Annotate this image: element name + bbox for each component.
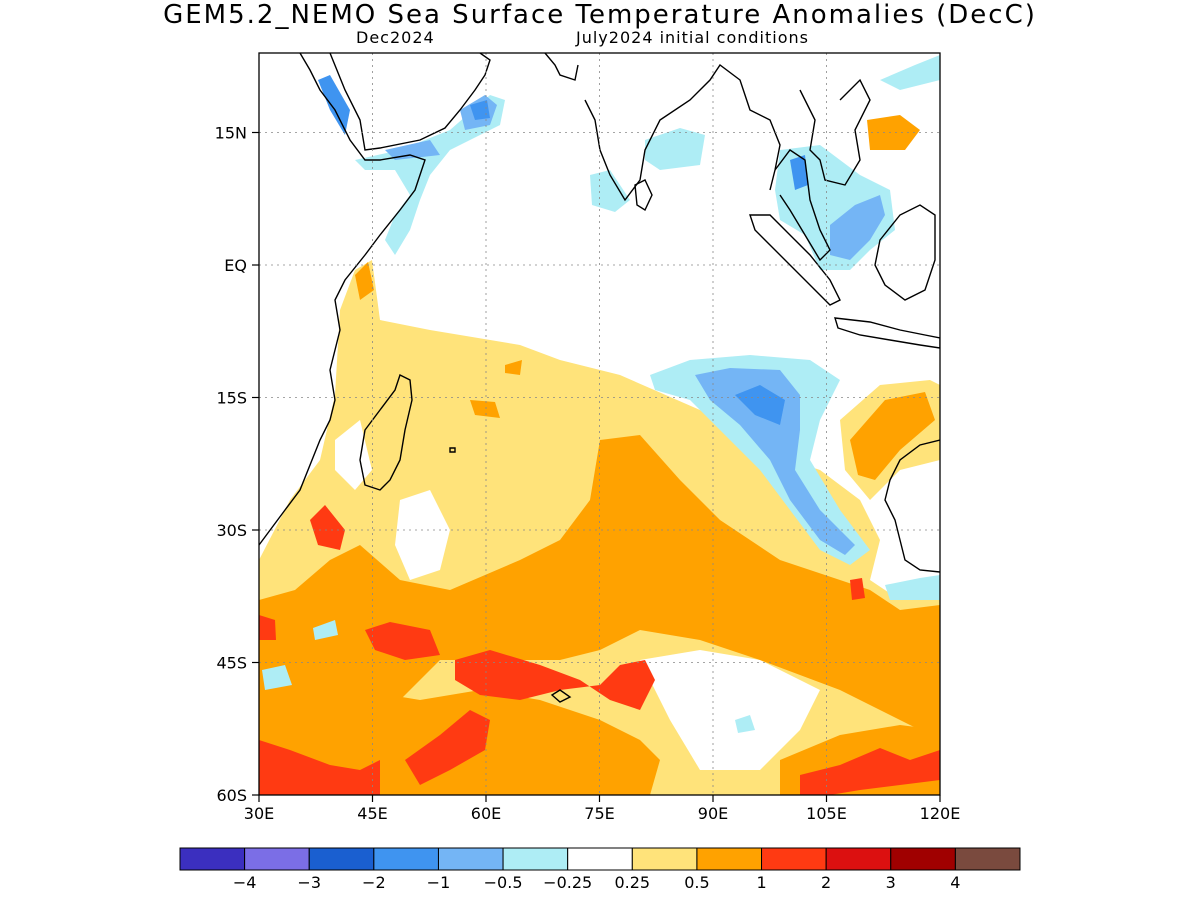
colorbar-label: −4 <box>233 873 257 892</box>
anomaly-region-orange-dot-1 <box>355 262 374 300</box>
lon-tick-label: 45E <box>357 804 387 823</box>
colorbar-label: −0.25 <box>543 873 592 892</box>
anomaly-region-lightcyan-sw2 <box>313 620 338 640</box>
colorbar-swatch <box>437 847 504 871</box>
anomaly-region-red-1 <box>310 505 345 550</box>
coastline-borneo <box>874 204 936 301</box>
colorbar-swatch <box>502 847 569 871</box>
lon-tick-label: 105E <box>806 804 847 823</box>
anomaly-region-lightblue-gulf <box>385 140 440 160</box>
lat-tick-label: 60S <box>216 786 247 805</box>
anomaly-region-red-8 <box>850 578 865 600</box>
anomaly-region-white-south <box>395 490 450 580</box>
anomaly-region-orange-australia <box>850 392 935 480</box>
anomaly-region-red-3 <box>455 650 655 710</box>
colorbar-label: −2 <box>362 873 386 892</box>
lat-tick-label: 45S <box>216 654 247 673</box>
colorbar-swatch <box>890 847 956 871</box>
colorbar-swatch <box>825 847 892 871</box>
anomaly-region-lightcyan-sw <box>262 665 292 690</box>
anomaly-region-lightcyan-arabian <box>355 95 505 255</box>
coastline-kerguelen <box>550 689 572 703</box>
colorbar-swatch <box>567 847 633 871</box>
colorbar-swatch <box>696 847 763 871</box>
lat-tick-label: 15S <box>216 389 247 408</box>
anomaly-region-orange-dot-2 <box>505 360 522 375</box>
colorbar-swatch <box>244 847 310 871</box>
coastline-india <box>584 63 781 202</box>
colorbar: −4 −3 −2 −1 −0.5 −0.25 0.25 0.5 1 2 3 4 <box>179 847 1021 892</box>
colorbar-label: 3 <box>886 873 896 892</box>
colorbar-label: 2 <box>821 873 831 892</box>
anomaly-region-blue-redsea <box>318 75 350 135</box>
coastline-malay-peninsula <box>774 149 831 262</box>
map-subtitle-date: Dec2024 <box>356 28 435 47</box>
coastline-indochina <box>799 78 871 186</box>
colorbar-label: −0.5 <box>484 873 523 892</box>
lon-tick-label: 75E <box>584 804 614 823</box>
anomaly-region-lightcyan-bay <box>645 128 705 170</box>
coastline-java <box>834 317 940 349</box>
colorbar-swatch <box>761 847 827 871</box>
coastline-mauritius <box>449 447 456 453</box>
colorbar-label: 4 <box>950 873 960 892</box>
anomaly-region-lightcyan-dot <box>735 715 755 733</box>
anomaly-region-red-2 <box>365 622 440 660</box>
anomaly-region-red-6 <box>800 748 940 795</box>
coastline-madagascar <box>359 374 413 491</box>
colorbar-swatch <box>631 847 698 871</box>
lon-tick-label: 60E <box>471 804 501 823</box>
anomaly-region-orange-nsea <box>867 115 920 150</box>
map-subtitle-initial-conditions: July2024 initial conditions <box>576 28 809 47</box>
coastline-africa <box>259 53 426 546</box>
lat-tick-label: EQ <box>224 256 247 275</box>
colorbar-swatch <box>954 847 1021 871</box>
anomaly-region-blue-core <box>735 385 785 425</box>
gridlines <box>259 53 940 795</box>
anomaly-region-lightcyan-srilanka <box>590 170 630 212</box>
lon-tick-label: 90E <box>698 804 728 823</box>
anomaly-region-red-5 <box>259 740 380 795</box>
anomaly-region-orange <box>259 435 940 795</box>
colorbar-label: 1 <box>756 873 766 892</box>
anomaly-region-red-7 <box>259 615 276 640</box>
anomaly-region-lightblue-band <box>695 368 855 555</box>
lat-tick-label: 30S <box>216 521 247 540</box>
map-title: GEM5.2_NEMO Sea Surface Temperature Anom… <box>163 0 1037 30</box>
lon-tick-label: 30E <box>244 804 274 823</box>
lon-tick-label: 120E <box>920 804 961 823</box>
colorbar-swatch <box>308 847 375 871</box>
anomaly-region-orange-dot-3 <box>470 400 500 418</box>
anomaly-region-red-4 <box>405 710 490 785</box>
colorbar-swatch <box>179 847 246 871</box>
anomaly-region-white-se <box>640 650 820 770</box>
anomaly-region-blue-arabian <box>470 100 490 120</box>
colorbar-label: −3 <box>297 873 321 892</box>
anomaly-region-lightblue-seasia <box>830 195 885 260</box>
lat-tick-label: 15N <box>215 124 247 143</box>
coastline-australia <box>884 439 940 573</box>
coastlines <box>259 53 940 703</box>
colorbar-label: 0.25 <box>614 873 650 892</box>
coastline-sumatra <box>749 214 841 306</box>
anomaly-region-blue-gulf-thailand <box>790 155 808 190</box>
anomaly-region-lightcyan-s <box>885 575 940 600</box>
anomaly-region-lightcyan-tl <box>880 55 940 90</box>
coastline-persian-gulf <box>544 53 579 81</box>
colorbar-label: −1 <box>427 873 451 892</box>
coastline-sri-lanka <box>634 179 653 212</box>
colorbar-label: 0.5 <box>684 873 709 892</box>
colorbar-swatch <box>373 847 439 871</box>
